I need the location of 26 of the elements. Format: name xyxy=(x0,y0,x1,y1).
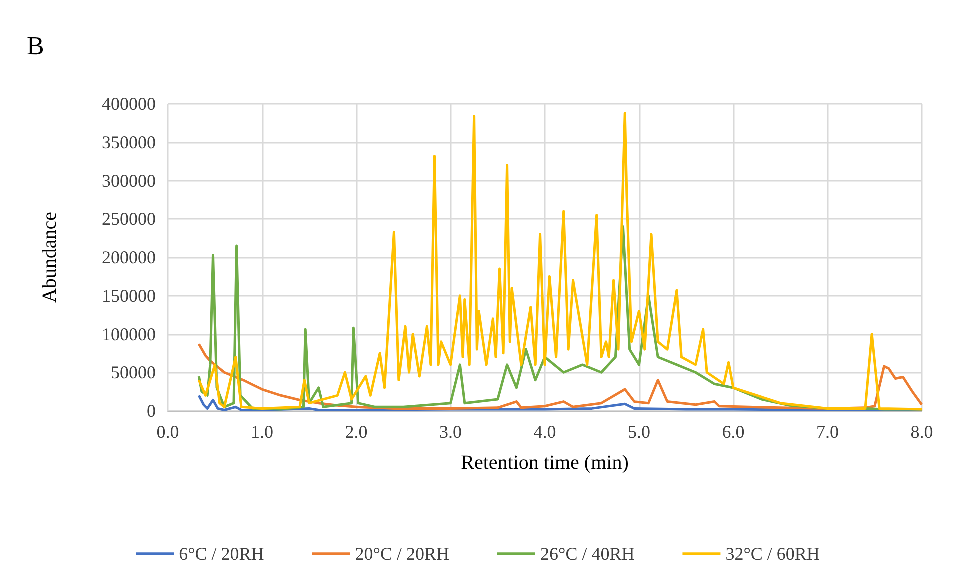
y-tick-label: 50000 xyxy=(111,362,156,383)
legend-label: 26°C / 40RH xyxy=(540,544,635,564)
legend-label: 20°C / 20RH xyxy=(355,544,450,564)
x-tick-label: 8.0 xyxy=(910,422,934,442)
y-tick-label: 100000 xyxy=(102,324,156,344)
x-tick-label: 6.0 xyxy=(722,422,745,442)
x-axis-title: Retention time (min) xyxy=(461,452,629,474)
chart-title: B xyxy=(27,32,44,60)
x-tick-label: 3.0 xyxy=(440,422,462,442)
y-tick-label: 300000 xyxy=(102,170,156,191)
y-tick-label: 200000 xyxy=(102,248,156,268)
x-tick-label: 1.0 xyxy=(251,422,274,442)
x-tick-label: 5.0 xyxy=(628,422,650,442)
x-tick-label: 2.0 xyxy=(345,422,368,442)
legend-label: 6°C / 20RH xyxy=(179,544,264,564)
y-tick-label: 350000 xyxy=(102,132,156,152)
y-tick-label: 150000 xyxy=(102,286,156,306)
x-tick-label: 0.0 xyxy=(156,422,180,442)
y-tick-label: 250000 xyxy=(102,209,156,230)
y-tick-label: 0 xyxy=(147,401,156,421)
x-tick-label: 4.0 xyxy=(534,422,556,442)
x-tick-label: 7.0 xyxy=(816,422,839,442)
y-tick-label: 400000 xyxy=(102,94,156,114)
y-axis-title: Abundance xyxy=(39,212,61,304)
line-series xyxy=(198,112,924,411)
legend-label: 32°C / 60RH xyxy=(726,544,820,564)
